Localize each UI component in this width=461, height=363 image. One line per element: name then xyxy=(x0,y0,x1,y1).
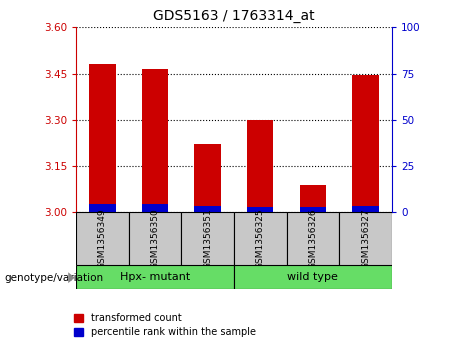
Bar xyxy=(247,207,273,212)
Title: GDS5163 / 1763314_at: GDS5163 / 1763314_at xyxy=(153,9,315,24)
Bar xyxy=(142,69,168,212)
Bar xyxy=(300,207,326,212)
FancyBboxPatch shape xyxy=(181,212,234,265)
FancyBboxPatch shape xyxy=(76,212,129,265)
Bar xyxy=(195,144,221,212)
FancyBboxPatch shape xyxy=(234,265,392,289)
Bar xyxy=(352,75,378,212)
Text: GSM1356325: GSM1356325 xyxy=(256,208,265,269)
Bar xyxy=(300,185,326,212)
Text: wild type: wild type xyxy=(288,272,338,282)
FancyBboxPatch shape xyxy=(287,212,339,265)
Text: GSM1356349: GSM1356349 xyxy=(98,208,107,269)
FancyBboxPatch shape xyxy=(339,212,392,265)
Bar xyxy=(142,204,168,212)
Bar xyxy=(89,64,116,212)
Text: GSM1356326: GSM1356326 xyxy=(308,208,318,269)
Text: genotype/variation: genotype/variation xyxy=(5,273,104,283)
Text: Hpx- mutant: Hpx- mutant xyxy=(120,272,190,282)
Polygon shape xyxy=(68,272,75,283)
FancyBboxPatch shape xyxy=(76,265,234,289)
Text: GSM1356351: GSM1356351 xyxy=(203,208,212,269)
Bar xyxy=(89,204,116,212)
Text: GSM1356350: GSM1356350 xyxy=(150,208,160,269)
Legend: transformed count, percentile rank within the sample: transformed count, percentile rank withi… xyxy=(74,313,255,337)
Bar xyxy=(195,205,221,212)
FancyBboxPatch shape xyxy=(129,212,181,265)
FancyBboxPatch shape xyxy=(234,212,287,265)
Text: GSM1356327: GSM1356327 xyxy=(361,208,370,269)
Bar xyxy=(352,205,378,212)
Bar xyxy=(247,120,273,212)
